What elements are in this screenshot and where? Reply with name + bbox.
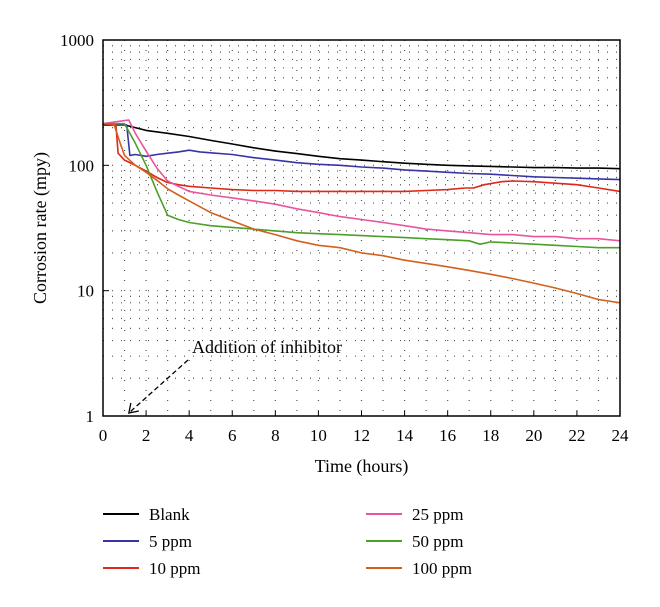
x-tick-label: 14 (396, 426, 414, 445)
series-line-100-ppm (103, 122, 621, 304)
x-axis-title: Time (hours) (315, 456, 409, 477)
x-tick-label: 18 (482, 426, 499, 445)
inhibitor-annotation: Addition of inhibitor (128, 337, 342, 414)
y-axis-title: Corrosion rate (mpy) (30, 152, 51, 304)
series-line-25-ppm (102, 119, 621, 242)
legend-label: 50 ppm (412, 532, 463, 551)
y-tick-label: 100 (69, 156, 95, 175)
series-line-5-ppm (102, 122, 621, 181)
x-tick-label: 8 (271, 426, 280, 445)
series-lines (102, 119, 621, 304)
legend-label: 25 ppm (412, 505, 463, 524)
y-tick-label: 10 (77, 282, 94, 301)
x-tick-label: 22 (568, 426, 585, 445)
legend-label: 100 ppm (412, 559, 472, 578)
grid (103, 40, 620, 416)
legend-label: 5 ppm (149, 532, 192, 551)
x-tick-label: 6 (228, 426, 237, 445)
plot-frame (102, 39, 621, 417)
series-line-10-ppm (102, 122, 621, 193)
series-line-blank (103, 124, 621, 170)
x-tick-label: 10 (310, 426, 327, 445)
legend: Blank 5 ppm 10 ppm 25 ppm 50 ppm 100 ppm (103, 505, 472, 578)
y-tick-label: 1 (86, 407, 95, 426)
legend-label: 10 ppm (149, 559, 200, 578)
x-tick-label: 20 (525, 426, 542, 445)
x-tick-label: 2 (142, 426, 151, 445)
series-line-50-ppm (103, 122, 620, 249)
x-tick-label: 24 (612, 426, 630, 445)
legend-label: Blank (149, 505, 190, 524)
x-tick-label: 0 (99, 426, 108, 445)
x-tick-label: 16 (439, 426, 456, 445)
x-tick-label: 12 (353, 426, 370, 445)
x-tick-label: 4 (185, 426, 194, 445)
annotation-text: Addition of inhibitor (192, 337, 342, 357)
annotation-arrowhead (128, 402, 139, 414)
y-tick-label: 1000 (60, 31, 94, 50)
annotation-arrow (128, 359, 189, 414)
